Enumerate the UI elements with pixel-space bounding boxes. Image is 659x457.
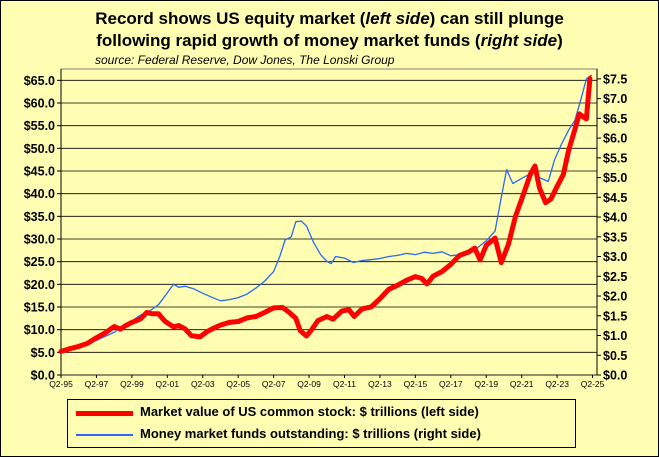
right-tick-label: $3.0 <box>603 250 627 264</box>
left-tick-label: $5.0 <box>31 346 55 360</box>
legend-swatch-stock <box>76 411 133 416</box>
x-tick-label: Q2-19 <box>474 379 498 389</box>
left-tick-label: $25.0 <box>24 255 55 269</box>
left-tick-label: $55.0 <box>24 119 55 133</box>
chart-title-line-1: Record shows US equity market (left side… <box>95 9 564 28</box>
right-tick-label: $0.5 <box>603 349 627 363</box>
legend-swatch-mmf <box>76 434 133 436</box>
right-tick-label: $4.0 <box>603 211 627 225</box>
x-tick-label: Q2-23 <box>545 379 569 389</box>
right-tick-label: $2.0 <box>603 290 627 304</box>
chart-title-line-2: following rapid growth of money market f… <box>96 31 563 50</box>
left-tick-label: $60.0 <box>24 97 55 111</box>
x-tick-label: Q2-05 <box>226 379 250 389</box>
x-tick-label: Q2-01 <box>156 379 180 389</box>
right-tick-label: $6.0 <box>603 132 627 146</box>
x-tick-label: Q2-21 <box>510 379 534 389</box>
x-tick-label: Q2-11 <box>333 379 356 389</box>
stock-series-line <box>58 76 593 354</box>
x-tick-label: Q2-13 <box>368 379 392 389</box>
left-tick-label: $15.0 <box>24 301 55 315</box>
x-tick-label: Q2-95 <box>49 379 73 389</box>
right-tick-label: $1.0 <box>603 329 627 343</box>
x-tick-label: Q2-09 <box>297 379 321 389</box>
left-tick-label: $65.0 <box>24 74 55 88</box>
legend-item-stock: Market value of US common stock: $ trill… <box>68 403 575 423</box>
x-tick-label: Q2-99 <box>120 379 144 389</box>
left-tick-label: $0.0 <box>31 369 55 383</box>
left-tick-label: $50.0 <box>24 142 55 156</box>
right-tick-label: $0.0 <box>603 369 627 383</box>
x-tick-label: Q2-17 <box>439 379 463 389</box>
right-tick-label: $6.5 <box>603 112 627 126</box>
x-tick-label: Q2-25 <box>581 379 605 389</box>
left-tick-label: $20.0 <box>24 278 55 292</box>
right-tick-label: $1.5 <box>603 309 627 323</box>
right-tick-label: $2.5 <box>603 270 627 284</box>
chart-legend: Market value of US common stock: $ trill… <box>67 399 576 448</box>
x-tick-label: Q2-07 <box>262 379 286 389</box>
right-tick-label: $7.5 <box>603 72 627 86</box>
right-tick-label: $3.5 <box>603 230 627 244</box>
right-tick-label: $4.5 <box>603 191 627 205</box>
left-tick-label: $45.0 <box>24 165 55 179</box>
right-tick-label: $5.0 <box>603 171 627 185</box>
left-tick-label: $40.0 <box>24 187 55 201</box>
right-axis-ticks: $0.0 $0.5 $1.0 $1.5 $2.0 $2.5 $3.0 $3.5 $4.0 $4.5… <box>597 72 627 383</box>
right-tick-label: $5.5 <box>603 151 627 165</box>
x-tick-label: Q2-97 <box>85 379 109 389</box>
x-tick-label: Q2-03 <box>191 379 215 389</box>
legend-label-mmf: Money market funds outstanding: $ trilli… <box>140 426 481 441</box>
left-tick-label: $35.0 <box>24 210 55 224</box>
left-axis-ticks: $0.0 $5.0 $10.0 $15.0 $20.0 $25.0 $30.0 $35.0 $4… <box>24 74 61 383</box>
left-tick-label: $30.0 <box>24 233 55 247</box>
legend-item-mmf: Money market funds outstanding: $ trilli… <box>68 425 575 445</box>
x-axis-ticks: Q2-95 Q2-97 Q2-99 Q2-01 Q2-03 Q2-05 Q2-07 Q2-09… <box>49 375 605 389</box>
legend-label-stock: Market value of US common stock: $ trill… <box>140 404 479 419</box>
mmf-series-line <box>60 74 593 354</box>
left-tick-label: $10.0 <box>24 323 55 337</box>
plot-area <box>60 68 598 376</box>
right-tick-label: $7.0 <box>603 92 627 106</box>
chart-subtitle: source: Federal Reserve, Dow Jones, The … <box>95 53 395 67</box>
x-tick-label: Q2-15 <box>404 379 428 389</box>
